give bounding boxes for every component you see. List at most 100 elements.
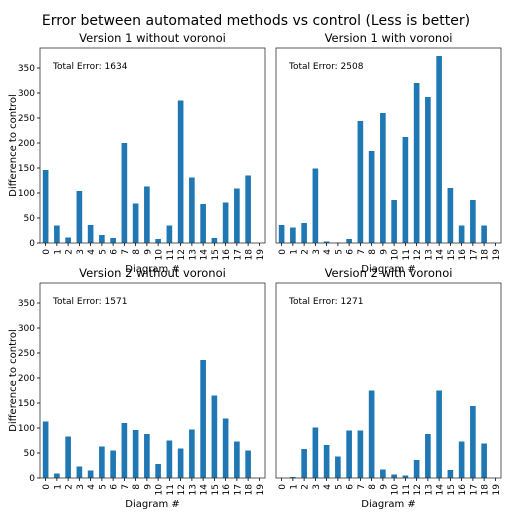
x-tick-label: 3 — [76, 249, 86, 255]
y-tick-label: 350 — [18, 64, 35, 74]
bar — [76, 191, 83, 243]
total-error-annotation: Total Error: 1634 — [52, 62, 128, 72]
bar — [99, 235, 105, 243]
bar — [132, 430, 139, 478]
x-tick-label: 12 — [413, 484, 423, 495]
y-tick-label: 50 — [24, 214, 36, 224]
bar — [87, 470, 94, 478]
x-tick-label: 9 — [379, 249, 389, 255]
bar — [65, 436, 71, 478]
bar — [481, 225, 487, 243]
bar — [380, 469, 386, 478]
bar — [132, 203, 139, 243]
bar — [222, 202, 229, 243]
bar — [481, 443, 487, 478]
x-tick-label: 9 — [379, 484, 389, 490]
x-tick-label: 8 — [368, 249, 378, 255]
x-tick-label: 15 — [447, 484, 457, 495]
bar — [458, 441, 465, 478]
x-tick-label: 14 — [200, 484, 210, 496]
bar — [368, 151, 375, 243]
bar — [54, 225, 60, 243]
x-tick-label: 5 — [334, 484, 344, 490]
x-tick-label: 5 — [98, 484, 108, 490]
x-tick-label: 11 — [402, 484, 412, 495]
x-tick-label: 1 — [53, 249, 63, 255]
x-tick-label: 15 — [211, 484, 221, 495]
x-tick-label: 14 — [436, 249, 446, 261]
x-tick-label: 7 — [357, 484, 367, 490]
bar — [402, 475, 409, 478]
bar — [447, 470, 454, 478]
x-tick-label: 10 — [155, 249, 165, 261]
x-tick-label: 8 — [368, 484, 378, 490]
y-tick-label: 250 — [18, 114, 35, 124]
bar — [121, 143, 128, 243]
bar — [189, 429, 195, 478]
bar — [413, 83, 420, 243]
x-tick-label: 10 — [391, 249, 401, 261]
x-tick-label: 0 — [278, 484, 288, 490]
x-tick-label: 14 — [200, 249, 210, 261]
x-tick-label: 1 — [53, 484, 63, 490]
bar — [402, 137, 409, 243]
bar — [155, 239, 161, 243]
bar — [177, 448, 184, 478]
bar — [245, 175, 251, 243]
bar — [42, 170, 49, 243]
bar — [200, 360, 206, 478]
x-tick-label: 16 — [458, 249, 468, 261]
bar — [425, 97, 431, 243]
plot-frame — [39, 47, 266, 244]
chart-title: Version 2 with voronoi — [325, 266, 453, 280]
x-tick-label: 8 — [132, 249, 142, 255]
x-tick-label: 3 — [312, 249, 322, 255]
bar — [121, 423, 128, 478]
bar — [110, 450, 116, 478]
y-tick-label: 200 — [18, 374, 35, 384]
x-tick-label: 13 — [424, 484, 434, 495]
y-tick-label: 150 — [18, 164, 35, 174]
x-tick-label: 19 — [256, 249, 266, 261]
x-tick-label: 6 — [346, 484, 356, 490]
bar — [144, 434, 150, 478]
y-tick-label: 50 — [24, 449, 36, 459]
bar — [470, 406, 476, 478]
x-tick-label: 6 — [346, 249, 356, 255]
x-tick-label: 13 — [188, 249, 198, 260]
x-tick-label: 18 — [245, 249, 255, 261]
x-tick-label: 18 — [481, 484, 491, 496]
bar — [155, 464, 161, 478]
x-tick-label: 5 — [334, 249, 344, 255]
y-tick-label: 200 — [18, 139, 35, 149]
x-axis-label: Diagram # — [361, 264, 416, 275]
x-tick-label: 10 — [391, 484, 401, 496]
x-tick-label: 14 — [436, 484, 446, 496]
y-tick-label: 300 — [18, 89, 35, 99]
x-tick-label: 7 — [121, 484, 131, 490]
bar — [391, 474, 397, 478]
x-tick-label: 3 — [76, 484, 86, 490]
bar — [346, 239, 352, 243]
x-tick-label: 2 — [65, 249, 75, 255]
x-axis-label: Diagram # — [125, 499, 180, 510]
x-tick-label: 19 — [256, 484, 266, 496]
x-tick-label: 16 — [222, 484, 232, 496]
bar — [413, 460, 420, 478]
x-tick-label: 6 — [110, 249, 120, 255]
bar — [380, 113, 386, 243]
bar — [312, 427, 319, 478]
x-tick-label: 11 — [402, 249, 412, 260]
x-axis-label: Diagram # — [125, 264, 180, 275]
x-tick-label: 0 — [42, 249, 52, 255]
y-tick-label: 100 — [18, 424, 35, 434]
bar — [301, 223, 307, 243]
bar — [436, 56, 442, 243]
y-tick-label: 0 — [29, 474, 35, 484]
x-tick-label: 3 — [312, 484, 322, 490]
x-tick-label: 13 — [188, 484, 198, 495]
